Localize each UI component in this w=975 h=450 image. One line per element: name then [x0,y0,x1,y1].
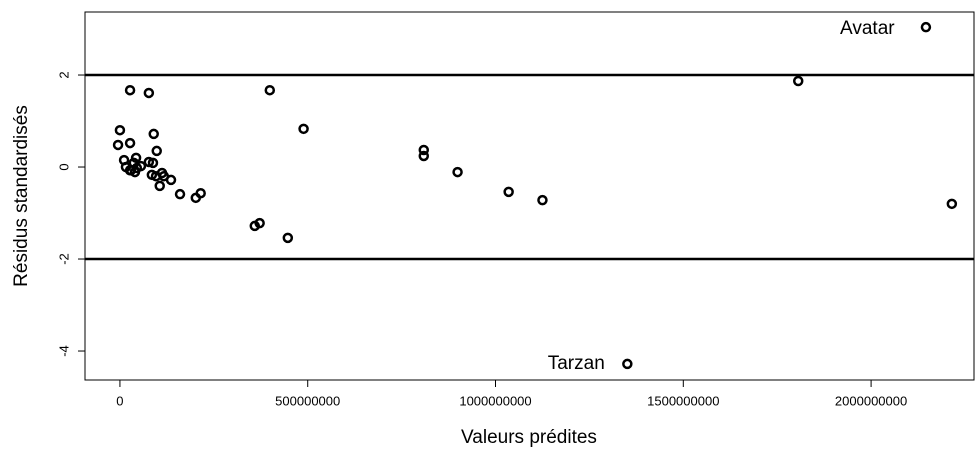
point [135,160,147,172]
x-tick-label: 0 [116,393,123,408]
point [151,145,162,157]
y-tick-label: -2 [56,253,71,265]
point [124,137,136,149]
point [148,128,159,140]
point [537,194,548,206]
y-axis-title: Résidus standardisés [11,105,32,287]
point [124,164,136,176]
plot-frame [84,11,975,381]
annotation: Tarzan [548,353,605,374]
point [418,150,430,162]
point [920,21,932,33]
point [298,123,309,135]
x-tick-label: 2000000000 [835,393,907,408]
point [418,144,430,156]
point [792,75,804,87]
point [503,186,514,198]
point [190,192,202,204]
point [124,84,136,96]
point [143,87,155,99]
point [130,152,142,164]
point [622,358,633,370]
y-tick-label: -4 [56,345,71,357]
point [946,198,958,210]
point [452,166,463,178]
point [174,188,186,200]
x-tick-label: 500000000 [275,393,340,408]
point [114,124,126,136]
point [158,170,170,182]
y-tick-label: 2 [56,71,71,78]
point [112,139,124,151]
point [249,220,261,232]
point [282,232,294,244]
point [147,157,159,169]
x-tick-label: 1500000000 [647,393,719,408]
point [264,84,276,96]
x-tick-label: 1000000000 [459,393,531,408]
annotation: Avatar [840,18,895,39]
y-tick-label: 0 [56,163,71,170]
x-axis-title: Valeurs prédites [461,427,597,448]
point [154,180,165,192]
